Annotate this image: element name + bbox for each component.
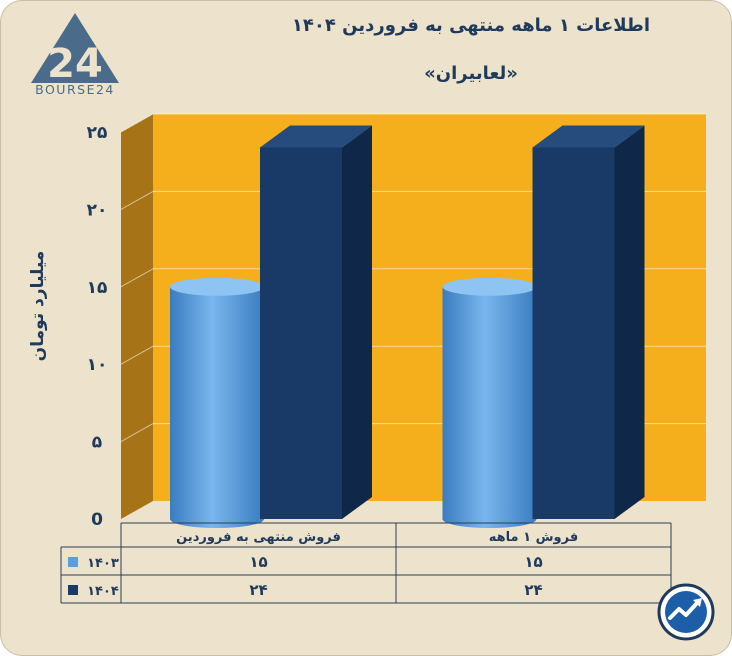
bar-1404-side [342,125,372,519]
logo-text: BOURSE24 [35,82,115,97]
bar-1404 [260,147,342,520]
table-value: ۱۵ [249,553,267,571]
legend-series-name: ۱۴۰۳ [87,556,119,571]
y-tick-label: 0 [91,510,103,530]
svg-text:24: 24 [47,41,103,87]
bar-1404-top [532,125,645,148]
table-category-label: فروش منتهی به فروردین [176,530,341,545]
bar-1404-top [260,125,372,148]
table-value: ۲۴ [524,581,542,599]
bar-1403-top [442,277,537,296]
chart-title: اطلاعات ۱ ماهه منتهی به فروردین ۱۴۰۴ [291,15,651,36]
gridline-side [120,345,154,365]
trend-arrow-badge-icon [657,583,715,641]
gridline-side [120,268,154,288]
table-value: ۲۴ [249,581,267,599]
y-tick-label: ۱۰ [87,355,108,375]
bar-1403 [170,286,264,528]
gridline-side [120,423,154,443]
chart-subtitle: «لعابیران» [424,63,518,84]
y-tick-label: ۵ [92,433,102,453]
table-category-label: فروش ۱ ماهه [489,530,578,545]
y-tick-label: ۱۵ [87,278,108,298]
table-value: ۱۵ [524,553,542,571]
bar-1404 [532,147,615,520]
legend-series-name: ۱۴۰۴ [87,584,119,599]
gridline-side [120,190,154,210]
legend-swatch [68,585,78,595]
y-tick-label: ۲۵ [87,123,108,143]
gridline-side [120,113,154,133]
y-tick-label: ۲۰ [87,200,108,220]
legend-swatch [68,557,78,567]
bar-1404-side [614,125,645,519]
bar-1403 [442,286,537,528]
plot-side-wall [121,114,153,519]
bourse24-logo-icon: 24 [31,13,119,87]
bar-1403-top [170,277,264,296]
